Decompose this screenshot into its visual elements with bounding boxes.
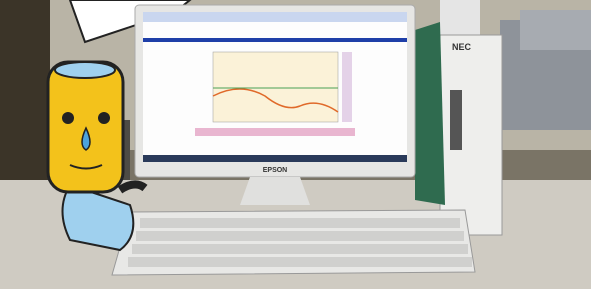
paper-roll: [440, 0, 480, 35]
mascot-water: [55, 62, 115, 78]
screen-footer: [195, 128, 355, 136]
pc-ports: [450, 90, 462, 150]
screen-bar: [143, 38, 407, 42]
monitor-stand: [240, 177, 310, 205]
taskbar: [143, 155, 407, 162]
printer-top: [520, 10, 591, 50]
pc-tower: [440, 35, 502, 235]
screen-toolbar: [143, 12, 407, 22]
binder: [415, 22, 445, 205]
mascot-eye: [62, 112, 74, 124]
screen-plot: [213, 52, 338, 122]
pc-brand: NEC: [452, 42, 472, 52]
monitor-brand: EPSON: [263, 167, 288, 174]
screen-legend: [342, 52, 352, 122]
mascot-head: [48, 62, 123, 192]
photo: NEC EPSON: [0, 0, 591, 289]
mascot-eye: [98, 112, 110, 124]
